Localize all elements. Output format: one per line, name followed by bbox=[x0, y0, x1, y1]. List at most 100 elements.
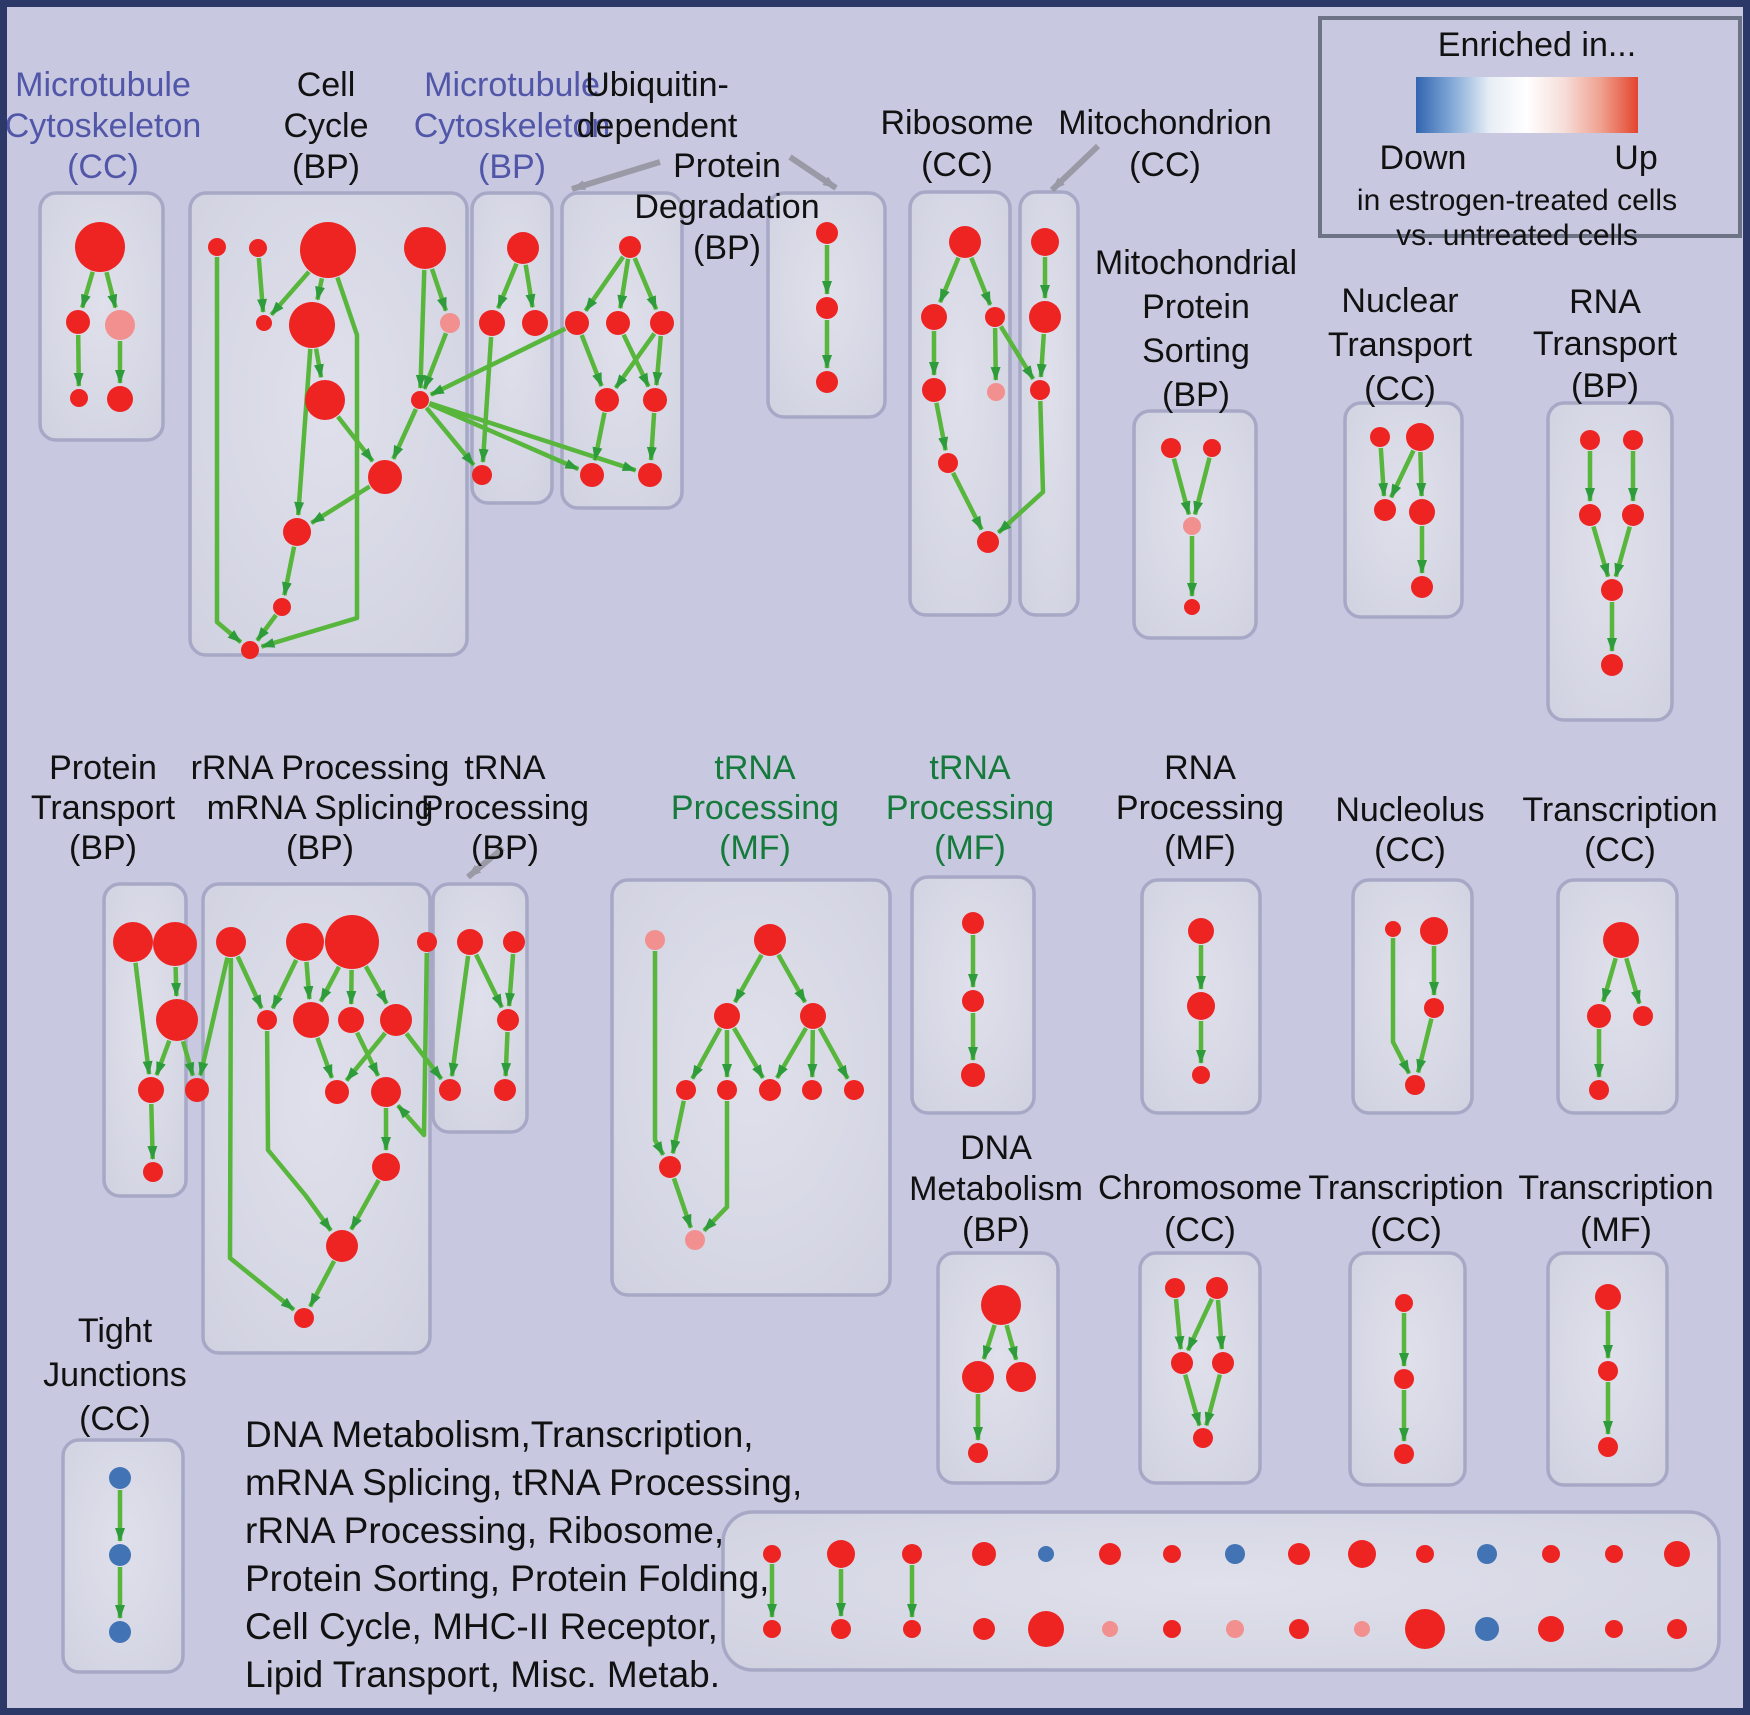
gene-node-tj-b bbox=[109, 1544, 131, 1566]
gene-node-rb-m bbox=[938, 453, 958, 473]
edge-mtbp-t-mtbp-r bbox=[523, 264, 536, 309]
edge-cc-d-cc-i bbox=[415, 269, 427, 389]
edge-rr-c-rr-s bbox=[363, 965, 389, 1005]
edge-rr-d-rr-v bbox=[396, 952, 430, 1138]
edge-cc-i-mtbp-d bbox=[424, 406, 476, 467]
gene-node-ch-ml bbox=[1171, 1352, 1193, 1374]
gene-node-lb-c05b bbox=[1028, 1611, 1064, 1647]
edge-mtbp-l-mtbp-d bbox=[478, 336, 494, 463]
edge-cc-b-cc-e bbox=[256, 257, 268, 313]
trna-mf-label-2-line-1: tRNA bbox=[929, 749, 1011, 787]
gene-node-ub-b2 bbox=[606, 311, 630, 335]
gene-node-rp-c bbox=[1192, 1066, 1210, 1084]
mt-bp-label-line-2: Cytoskeleton bbox=[414, 107, 611, 145]
edge-rb-l2-rb-m bbox=[934, 402, 949, 452]
gene-node-rr-a bbox=[216, 927, 246, 957]
gene-node-rb-p bbox=[987, 383, 1005, 401]
gene-node-nc-bg bbox=[1420, 917, 1448, 945]
mitochondrion-label-line-1: Mitochondrion bbox=[1058, 104, 1272, 142]
gene-node-cc-b bbox=[249, 239, 267, 257]
ubiquitin-label-top-line-1: Ubiquitin- bbox=[585, 66, 729, 104]
cluster-box-mtcc bbox=[38, 191, 165, 442]
legend-title: Enriched in... bbox=[1438, 26, 1636, 64]
mps-label-line-3: Sorting bbox=[1142, 332, 1250, 370]
edge-cc-g-cc-i bbox=[422, 332, 449, 390]
edge-tm-B-tm-C bbox=[732, 953, 764, 1004]
callout-arrow-1 bbox=[571, 159, 661, 192]
legend: Enriched in... Down Up in estrogen-treated … bbox=[1318, 16, 1742, 252]
edge-rr-b-rr-p bbox=[270, 959, 299, 1010]
gene-node-tc2-l bbox=[1587, 1004, 1611, 1028]
gene-node-mt-md bbox=[1029, 301, 1061, 333]
gene-node-mtbp-t bbox=[507, 232, 539, 264]
gene-node-ch-tl bbox=[1165, 1278, 1185, 1298]
gene-node-lb-c03a bbox=[902, 1544, 922, 1564]
nuclear-transport-label-line-1: Nuclear bbox=[1341, 282, 1458, 320]
gene-node-lb-c15a bbox=[1664, 1541, 1690, 1567]
gene-node-ux-n2 bbox=[816, 297, 838, 319]
gene-node-lb-c04a bbox=[972, 1542, 996, 1566]
edge-rb-m-rb-b bbox=[950, 471, 984, 531]
gene-node-rb-b bbox=[977, 531, 999, 553]
edge-nc-s-nc-b bbox=[1390, 938, 1412, 1075]
note-line-4: Protein Sorting, Protein Folding, bbox=[245, 1558, 769, 1599]
ubiquitin-label-bottom-line-3: (BP) bbox=[693, 229, 761, 267]
note-line-2: mRNA Splicing, tRNA Processing, bbox=[245, 1462, 802, 1503]
edge-rt-c-rt-e bbox=[1591, 525, 1611, 578]
cluster-box-lb bbox=[721, 1510, 1721, 1672]
gene-node-tc2-bg bbox=[1603, 922, 1639, 958]
gene-node-mtcc-b bbox=[66, 310, 90, 334]
rrna-label-line-1: rRNA Processing bbox=[191, 749, 450, 787]
ubiquitin-label-bottom-line-1: Protein bbox=[673, 147, 781, 185]
trna-mf-label-2-line-3: (MF) bbox=[934, 829, 1006, 867]
gene-node-lb-c08b bbox=[1226, 1620, 1244, 1638]
gene-node-rr-p bbox=[257, 1010, 277, 1030]
edge-tb-t2-tb-m bbox=[505, 953, 516, 1007]
gene-node-rp-a bbox=[1188, 918, 1214, 944]
edge-tm-D-tm-H bbox=[807, 1029, 818, 1078]
edge-rb-t-rb-l1 bbox=[938, 256, 961, 304]
edge-rr-s-rr-u bbox=[344, 1031, 387, 1082]
edge-tm-E-tm-J bbox=[670, 1100, 687, 1155]
transcription-mf-label-line-1: Transcription bbox=[1518, 1169, 1713, 1207]
legend-gradient-bar bbox=[1416, 77, 1638, 133]
gene-node-tj-a bbox=[109, 1467, 131, 1489]
legend-subtitle-2: vs. untreated cells bbox=[1396, 219, 1638, 252]
cluster-box-tm bbox=[610, 878, 892, 1297]
gene-node-cc-e bbox=[256, 315, 272, 331]
edge-rr-a-rr-z bbox=[227, 957, 296, 1312]
edge-rb-r1-rb-p bbox=[990, 327, 1001, 381]
gene-node-tc2-b bbox=[1589, 1080, 1609, 1100]
gene-node-mtbp-d bbox=[472, 465, 492, 485]
ribosome-label-line-1: Ribosome bbox=[880, 104, 1033, 142]
gene-node-lb-c06b bbox=[1102, 1621, 1118, 1637]
gene-node-tm-F bbox=[717, 1080, 737, 1100]
edge-nc-m-nc-b bbox=[1415, 1018, 1434, 1074]
edge-tm-D-tm-I bbox=[817, 1027, 850, 1080]
gene-node-rt-d bbox=[1622, 504, 1644, 526]
mt-cc-label-line-2: Cytoskeleton bbox=[5, 107, 202, 145]
gene-node-nc-m bbox=[1424, 998, 1444, 1018]
gene-node-lb-c01b bbox=[763, 1620, 781, 1638]
edge-mt-j-rb-b bbox=[996, 400, 1046, 535]
edge-ub-a2-ub-d2 bbox=[579, 334, 604, 387]
edge-mtcc-a-mtcc-b bbox=[80, 271, 95, 309]
protein-transport-label-line-1: Protein bbox=[49, 749, 157, 787]
edge-rr-p-rr-x bbox=[264, 1030, 333, 1232]
gene-node-ub-a2 bbox=[565, 311, 589, 335]
dna-metabolism-label-line-1: DNA bbox=[960, 1129, 1032, 1167]
gene-node-tm-G bbox=[759, 1079, 781, 1101]
rna-transport-label-line-3: (BP) bbox=[1571, 367, 1639, 405]
rna-processing-label-line-1: RNA bbox=[1164, 749, 1236, 787]
edge-pt-b-pt-c bbox=[171, 966, 182, 997]
gene-node-cc-g bbox=[440, 313, 460, 333]
gene-node-rb-t bbox=[949, 226, 981, 258]
gene-node-rt-e bbox=[1601, 579, 1623, 601]
edge-ub-d2-ub-f2 bbox=[592, 412, 607, 462]
cluster-box-ch bbox=[1138, 1251, 1262, 1485]
edge-ub-c2-ub-e2 bbox=[652, 335, 664, 387]
transcription-cc-label-b-line-2: (CC) bbox=[1370, 1211, 1442, 1249]
gene-node-pt-c bbox=[156, 999, 198, 1041]
